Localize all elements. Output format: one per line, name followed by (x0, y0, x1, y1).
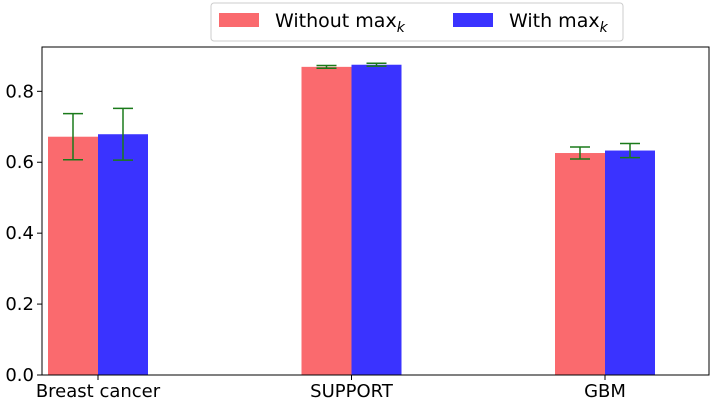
bar-breast-cancer-without-maxk (48, 136, 98, 375)
legend-item-with-maxk: With maxk (453, 10, 609, 36)
y-tick-label: 0.2 (5, 294, 34, 315)
x-tick-label: SUPPORT (310, 381, 394, 402)
legend: Without maxk With maxk (210, 2, 624, 42)
legend-item-without-maxk: Without maxk (219, 10, 406, 36)
bar-support-without-maxk (301, 66, 352, 375)
x-tick-label: GBM (584, 381, 626, 402)
y-tick-label: 0.0 (5, 365, 34, 386)
errorbar-gbm-with-maxk (620, 142, 640, 159)
y-tick-label: 0.8 (5, 81, 34, 102)
bar-support-with-maxk (351, 64, 402, 375)
errorbars-group (63, 62, 640, 161)
errorbar-breast-cancer-with-maxk (113, 107, 133, 161)
bar-breast-cancer-with-maxk (98, 134, 148, 375)
bar-gbm-without-maxk (555, 153, 605, 375)
y-tick-label: 0.4 (5, 223, 34, 244)
errorbar-support-without-maxk (316, 64, 337, 70)
errorbar-breast-cancer-without-maxk (63, 112, 83, 161)
legend-label: With maxk (509, 10, 609, 36)
legend-frame (210, 2, 624, 42)
axes-frame (41, 46, 710, 376)
errorbar-gbm-without-maxk (570, 146, 590, 160)
legend-label: Without maxk (275, 10, 406, 36)
errorbar-support-with-maxk (366, 62, 387, 67)
axes-group: 0.0 0.2 0.4 0.6 0.8 Breast cancer SUPPORT GBM (5, 46, 710, 402)
x-tick-label: Breast cancer (36, 381, 161, 402)
bars-group (48, 64, 655, 375)
bar-gbm-with-maxk (605, 150, 655, 375)
legend-swatch (453, 13, 493, 27)
y-tick-label: 0.6 (5, 152, 34, 173)
legend-swatch (219, 13, 259, 27)
